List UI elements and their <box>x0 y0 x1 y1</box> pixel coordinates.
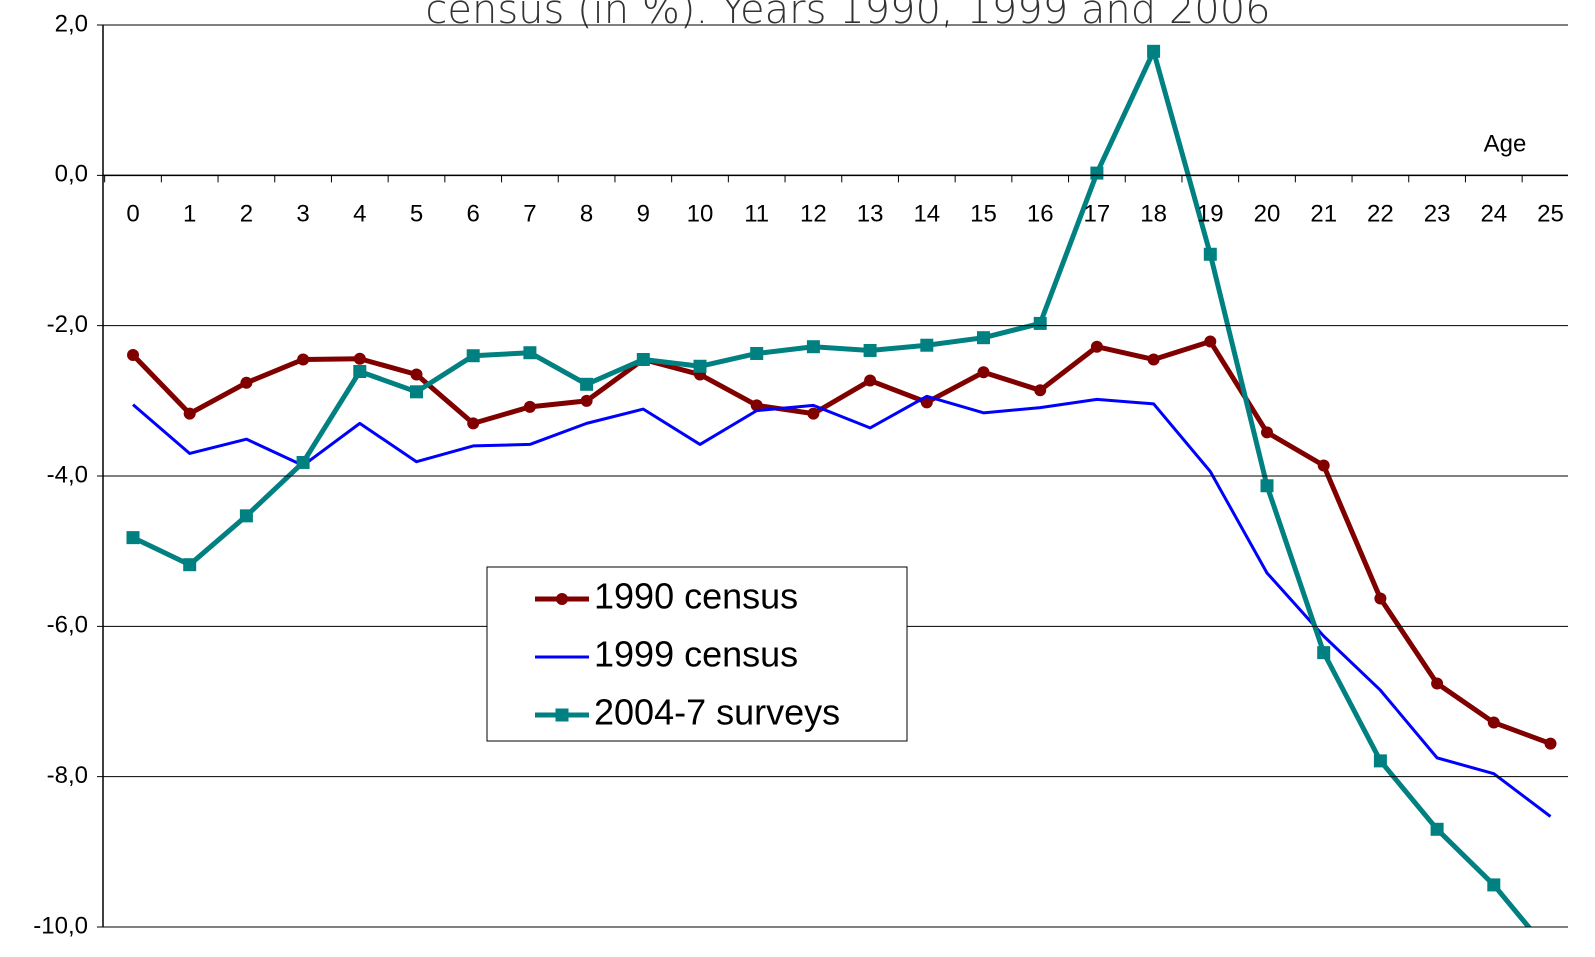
data-point <box>806 340 820 354</box>
x-tick-label: 10 <box>687 201 714 228</box>
data-point <box>977 366 990 379</box>
data-point <box>1544 737 1557 750</box>
x-tick-label: 17 <box>1084 201 1111 228</box>
x-tick-label: 24 <box>1480 201 1507 228</box>
data-point <box>977 331 990 345</box>
x-tick-label: 4 <box>353 201 366 228</box>
data-point <box>410 368 423 381</box>
data-point <box>239 509 253 523</box>
chart-title: census (in %). Years 1990, 1999 and 2006 <box>425 0 1270 33</box>
x-tick-label: 12 <box>800 201 827 228</box>
legend-label: 1990 census <box>594 576 798 617</box>
x-tick-label: 18 <box>1140 201 1167 228</box>
data-point <box>1260 479 1274 493</box>
x-tick-label: 6 <box>467 201 480 228</box>
x-tick-label: 9 <box>637 201 650 228</box>
data-point <box>126 531 140 545</box>
x-axis-label: Age <box>1484 130 1527 157</box>
data-point <box>750 399 763 412</box>
data-point <box>1147 44 1161 58</box>
x-tick-label: 21 <box>1310 201 1337 228</box>
data-point <box>183 407 196 420</box>
x-tick-label: 14 <box>913 201 940 228</box>
x-tick-label: 2 <box>240 201 253 228</box>
data-point <box>807 407 820 420</box>
legend-marker <box>555 708 569 722</box>
x-tick-label: 13 <box>857 201 884 228</box>
data-point <box>127 348 139 361</box>
legend-marker <box>556 593 568 605</box>
data-point <box>636 352 650 366</box>
data-point <box>467 417 480 430</box>
data-point <box>1373 754 1387 768</box>
x-tick-label: 5 <box>410 201 423 228</box>
x-tick-label: 1 <box>183 201 196 228</box>
data-point <box>1203 247 1217 261</box>
data-point <box>353 352 366 365</box>
plot-area <box>126 44 1557 957</box>
series-line <box>131 338 1552 746</box>
y-tick-label: -10,0 <box>33 912 88 939</box>
data-point <box>864 374 877 387</box>
data-point <box>580 394 593 407</box>
x-tick-label: 7 <box>523 201 536 228</box>
y-tick-label: -2,0 <box>47 311 88 338</box>
y-tick-label: -6,0 <box>47 612 88 639</box>
data-point <box>1033 316 1047 330</box>
data-point <box>1487 878 1501 892</box>
data-point <box>693 359 707 373</box>
data-point <box>297 353 310 366</box>
data-point <box>1430 822 1444 836</box>
x-tick-label: 15 <box>970 201 997 228</box>
y-tick-label: -4,0 <box>47 461 88 488</box>
data-point <box>296 455 310 469</box>
x-tick-label: 3 <box>296 201 309 228</box>
data-point <box>1544 947 1557 957</box>
data-point <box>410 385 423 399</box>
x-tick-label: 8 <box>580 201 593 228</box>
x-tick-label: 20 <box>1254 201 1281 228</box>
y-tick-label: 2,0 <box>55 10 88 37</box>
x-tick-label: 16 <box>1027 201 1054 228</box>
data-point <box>1487 716 1500 729</box>
data-point <box>183 558 197 572</box>
data-point <box>240 376 253 389</box>
data-point <box>750 346 764 360</box>
data-point <box>580 377 594 391</box>
data-point <box>1261 426 1273 439</box>
series-line <box>131 48 1532 927</box>
data-point <box>1431 677 1444 690</box>
x-tick-label: 11 <box>744 201 769 228</box>
data-point <box>1204 335 1217 348</box>
x-tick-label: 23 <box>1424 201 1451 228</box>
data-point <box>523 400 536 413</box>
data-point <box>1034 384 1047 397</box>
data-point <box>863 343 877 357</box>
x-tick-label: 0 <box>126 201 139 228</box>
data-point <box>353 365 367 379</box>
data-point <box>1374 592 1387 605</box>
legend-label: 2004-7 surveys <box>594 692 840 733</box>
legend-label: 1999 census <box>594 634 798 675</box>
data-point <box>1317 459 1330 472</box>
data-point <box>1147 353 1160 366</box>
data-point <box>920 338 934 352</box>
x-tick-label: 22 <box>1367 201 1394 228</box>
data-point <box>466 349 480 363</box>
y-tick-label: -8,0 <box>47 762 88 789</box>
data-point <box>1090 340 1103 353</box>
x-tick-label: 25 <box>1537 201 1564 228</box>
data-point <box>523 346 537 360</box>
y-tick-label: 0,0 <box>55 161 88 188</box>
x-tick-label: 19 <box>1197 201 1224 228</box>
data-point <box>1317 646 1331 660</box>
data-point <box>1090 166 1104 180</box>
